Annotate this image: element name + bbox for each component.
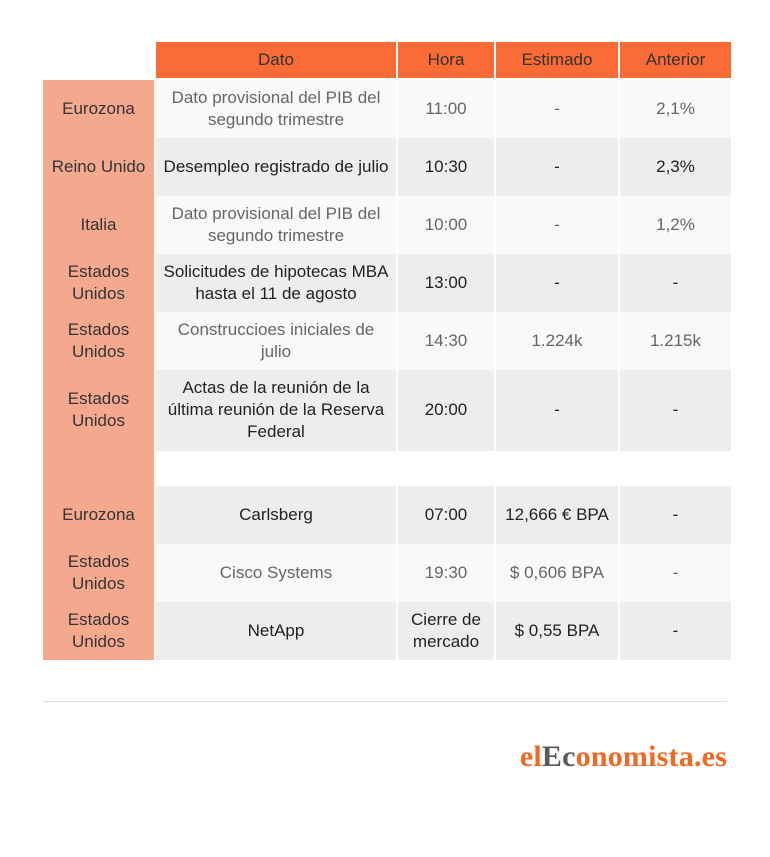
row-estimado: $ 0,606 BPA: [496, 544, 618, 602]
header-hora: Hora: [398, 42, 494, 78]
row-country: Estados Unidos: [43, 312, 154, 370]
row-anterior: -: [620, 486, 731, 544]
row-country: Eurozona: [43, 486, 154, 544]
row-estimado: -: [496, 80, 618, 138]
row-anterior: 2,1%: [620, 80, 731, 138]
row-anterior: 1.215k: [620, 312, 731, 370]
row-hora: 10:30: [398, 138, 494, 196]
row-estimado: 12,666 € BPA: [496, 486, 618, 544]
row-hora: 20:00: [398, 370, 494, 450]
separator: [156, 450, 396, 486]
row-dato: Actas de la reunión de la última reunión…: [156, 370, 396, 450]
separator: [398, 450, 494, 486]
header-anterior: Anterior: [620, 42, 731, 78]
row-estimado: -: [496, 254, 618, 312]
header-blank: [43, 42, 154, 78]
row-anterior: -: [620, 544, 731, 602]
eleconomista-logo: elEconomista.es: [520, 740, 727, 774]
logo-text-ec: Ec: [541, 740, 576, 773]
row-dato: Desempleo registrado de julio: [156, 138, 396, 196]
row-dato: Dato provisional del PIB del segundo tri…: [156, 196, 396, 254]
row-country: Estados Unidos: [43, 602, 154, 660]
separator-country: [43, 450, 154, 486]
row-country: Italia: [43, 196, 154, 254]
footer-divider: [43, 701, 727, 702]
row-hora: 14:30: [398, 312, 494, 370]
row-dato: Dato provisional del PIB del segundo tri…: [156, 80, 396, 138]
row-hora: 11:00: [398, 80, 494, 138]
row-country: Estados Unidos: [43, 254, 154, 312]
row-hora: Cierre de mercado: [398, 602, 494, 660]
row-hora: 07:00: [398, 486, 494, 544]
row-dato: Solicitudes de hipotecas MBA hasta el 11…: [156, 254, 396, 312]
row-anterior: -: [620, 602, 731, 660]
row-country: Estados Unidos: [43, 544, 154, 602]
row-anterior: -: [620, 370, 731, 450]
separator: [620, 450, 731, 486]
separator: [496, 450, 618, 486]
row-estimado: -: [496, 138, 618, 196]
row-anterior: 2,3%: [620, 138, 731, 196]
row-anterior: 1,2%: [620, 196, 731, 254]
row-estimado: -: [496, 370, 618, 450]
row-country: Estados Unidos: [43, 370, 154, 450]
row-estimado: -: [496, 196, 618, 254]
calendar-table: Dato Hora Estimado Anterior Eurozona Dat…: [43, 42, 731, 660]
row-estimado: $ 0,55 BPA: [496, 602, 618, 660]
header-dato: Dato: [156, 42, 396, 78]
row-anterior: -: [620, 254, 731, 312]
row-dato: Carlsberg: [156, 486, 396, 544]
row-hora: 19:30: [398, 544, 494, 602]
row-dato: Cisco Systems: [156, 544, 396, 602]
row-country: Eurozona: [43, 80, 154, 138]
logo-text-rest: onomista.es: [575, 740, 727, 773]
row-country: Reino Unido: [43, 138, 154, 196]
row-hora: 13:00: [398, 254, 494, 312]
row-dato: NetApp: [156, 602, 396, 660]
logo-text-el: el: [519, 740, 542, 773]
row-hora: 10:00: [398, 196, 494, 254]
header-estimado: Estimado: [496, 42, 618, 78]
row-dato: Construccioes iniciales de julio: [156, 312, 396, 370]
row-estimado: 1.224k: [496, 312, 618, 370]
